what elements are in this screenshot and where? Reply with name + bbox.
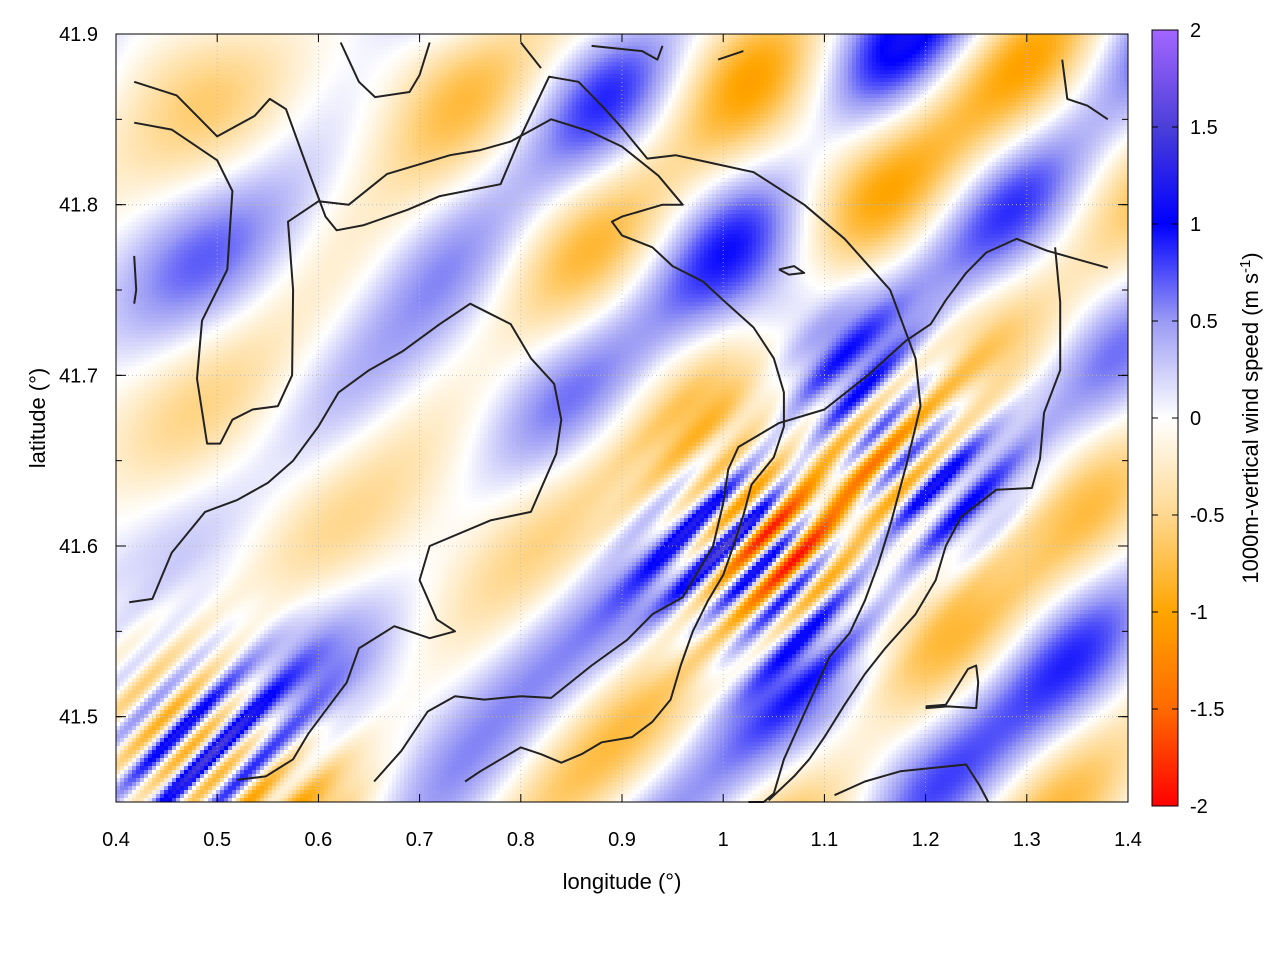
- x-tick-label: 0.7: [406, 829, 434, 851]
- contour-line: [339, 42, 431, 99]
- colorbar-label-sup: -1: [1237, 260, 1254, 273]
- y-axis-label: latitude (°): [25, 368, 50, 469]
- y-tick-label: 41.5: [59, 707, 98, 729]
- x-tick-label: 1.4: [1114, 829, 1142, 851]
- contour-line: [129, 302, 563, 781]
- y-tick-label: 41.8: [59, 195, 98, 217]
- x-tick-label: 0.6: [304, 829, 332, 851]
- terrain-contours: [129, 41, 1109, 803]
- x-tick-label: 1.2: [912, 829, 940, 851]
- colorbar-tick-label: 0: [1190, 408, 1201, 430]
- x-tick-label: 1.1: [810, 829, 838, 851]
- contour-line: [134, 118, 785, 783]
- axes: 0.4 0.5 0.6 0.7 0.8 0.9 1 1.1 1.2 1.3 1.4 41.5 41.6 4…: [59, 24, 1142, 851]
- colorbar-tick-label: 2: [1190, 20, 1201, 42]
- contour-line: [133, 255, 138, 304]
- contour-line: [925, 664, 980, 710]
- x-tick-label: 1: [718, 829, 729, 851]
- contour-line: [778, 265, 806, 276]
- colorbar-tick-label: -2: [1190, 796, 1208, 818]
- y-tick-label: 41.7: [59, 365, 98, 387]
- colorbar-tick-label: -1: [1190, 602, 1208, 624]
- contour-line: [591, 44, 664, 61]
- x-tick-label: 0.9: [608, 829, 636, 851]
- x-axis-label: longitude (°): [563, 869, 682, 894]
- contour-line: [717, 50, 744, 61]
- contour-line: [373, 237, 1109, 783]
- x-tick-label: 0.8: [507, 829, 535, 851]
- x-tick-label: 0.4: [102, 829, 130, 851]
- contour-line: [520, 41, 542, 69]
- grid-lines: [116, 34, 1128, 802]
- colorbar-label-main: 1000m-vertical wind speed (m s: [1238, 273, 1263, 584]
- x-tick-label: 0.5: [203, 829, 231, 851]
- colorbar-tick-label: 1: [1190, 214, 1201, 236]
- colorbar-tick-label: 1.5: [1190, 117, 1218, 139]
- contour-line: [133, 75, 922, 803]
- contour-line: [1061, 59, 1109, 121]
- y-tick-label: 41.6: [59, 536, 98, 558]
- y-tick-label: 41.9: [59, 24, 98, 46]
- colorbar-label-end: ): [1238, 252, 1263, 259]
- x-tick-label: 1.3: [1013, 829, 1041, 851]
- colorbar-label: 1000m-vertical wind speed (m s-1): [1237, 252, 1264, 583]
- colorbar-ticks: 2 1.5 1 0.5 0 -0.5 -1 -1.5 -2: [1152, 20, 1224, 818]
- contour-line: [834, 763, 990, 803]
- colorbar-tick-label: -0.5: [1190, 505, 1224, 527]
- colorbar-tick-label: -1.5: [1190, 699, 1224, 721]
- contour-line: [768, 247, 1062, 802]
- colorbar-tick-label: 0.5: [1190, 311, 1218, 333]
